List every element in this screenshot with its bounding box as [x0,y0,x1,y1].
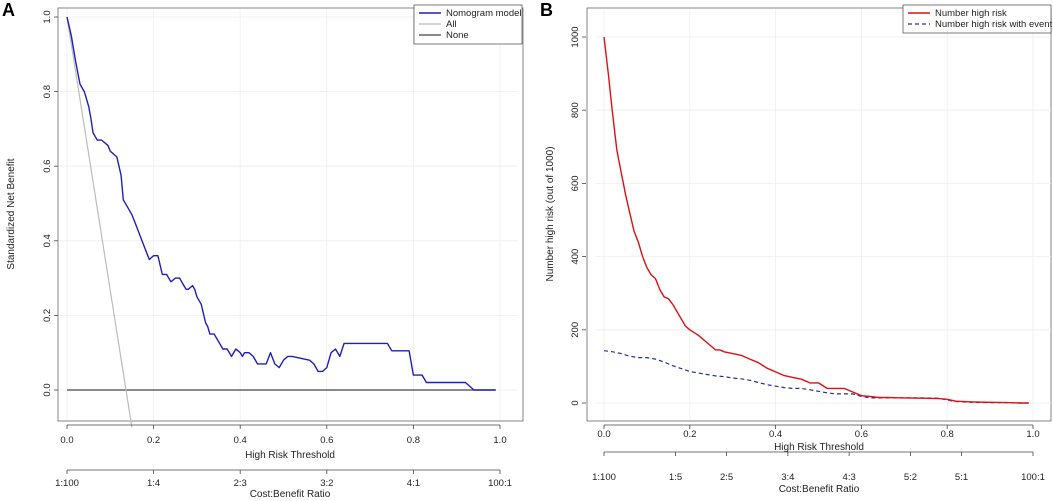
cost-benefit-tick-label: 1:100 [592,472,616,483]
x-tick-label: 1.0 [493,435,506,446]
legend-label-number-high-risk: Number high risk [935,8,1007,19]
y-tick-label: 1.0 [42,10,53,23]
panel-a-cost-benefit-title: Cost:Benefit Ratio [250,489,331,500]
cost-benefit-tick-label: 5:1 [955,472,968,483]
cost-benefit-tick-label: 1:5 [669,472,682,483]
legend-label-number-high-risk-with-event: Number high risk with event [935,19,1053,30]
panel-b-grid [596,9,1051,420]
series-line-all [66,16,133,428]
x-tick-label: 0.2 [683,429,696,440]
cost-benefit-tick-label: 100:1 [1021,472,1045,483]
x-tick-label: 0.4 [234,435,247,446]
y-tick-label: 0.0 [42,383,53,396]
cost-benefit-tick-label: 1:4 [147,478,160,489]
panel-a-cost-benefit-axis: 1:100 1:4 2:3 3:2 4:1 100:1 [55,469,512,489]
cost-benefit-tick-label: 2:3 [234,478,247,489]
y-tick-label: 0.6 [42,160,53,173]
y-tick-label: 0.4 [42,234,53,247]
panel-a: A 0.00.20.40.60.81.0 0.0 0.2 0.4 0.6 0.8 1.0 … [2,0,524,500]
x-tick-label: 1.0 [1026,429,1039,440]
y-tick-label: 200 [570,322,581,338]
legend-label-nomogram: Nomogram model [446,8,522,19]
cost-benefit-tick-label: 4:3 [843,472,856,483]
panel-a-letter: A [2,0,15,20]
x-tick-label: 0.2 [147,435,160,446]
cost-benefit-tick-label: 4:1 [407,478,420,489]
panel-b-cost-benefit-title: Cost:Benefit Ratio [779,484,860,495]
y-tick-label: 1000 [570,26,581,47]
cost-benefit-tick-label: 2:5 [720,472,733,483]
panel-b-lines [603,36,1029,404]
panel-a-legend: Nomogram model All None [413,4,523,45]
panel-a-y-axis-title: Standardized Net Benefit [6,158,17,269]
series-line-nomogram-model [66,16,496,391]
x-tick-label: 0.0 [60,435,73,446]
legend-label-all: All [446,19,457,30]
panel-a-grid [59,9,518,420]
x-tick-label: 0.8 [941,429,954,440]
cost-benefit-tick-label: 3:2 [320,478,333,489]
panel-a-x-axis: 0.0 0.2 0.4 0.6 0.8 1.0 [60,424,507,446]
panel-b-y-axis-title: Number high risk (out of 1000) [545,146,556,281]
cost-benefit-tick-label: 1:100 [55,478,79,489]
y-tick-label: 600 [570,175,581,191]
y-tick-label: 0.2 [42,309,53,322]
series-line-number-high-risk-with-event [603,350,1029,404]
x-tick-label: 0.4 [769,429,782,440]
x-tick-label: 0.0 [597,429,610,440]
y-tick-label: 400 [570,249,581,265]
x-tick-label: 0.8 [407,435,420,446]
series-line-number-high-risk [603,36,1029,404]
y-tick-label: 800 [570,102,581,118]
panel-b-x-axis-title: High Risk Threshold [774,442,864,453]
panel-b-frame [586,7,1052,422]
panel-a-y-axis: 0.0 0.2 0.4 0.6 0.8 1.0 [42,10,58,397]
x-tick-label: 0.6 [320,435,333,446]
cost-benefit-tick-label: 5:2 [904,472,917,483]
panel-b-legend: Number high risk Number high risk with e… [902,4,1053,34]
x-tick-label: 0.6 [855,429,868,440]
panel-b-letter: B [540,0,553,20]
cost-benefit-tick-label: 100:1 [488,478,512,489]
legend-label-none: None [446,30,469,41]
panel-a-x-axis-title: High Risk Threshold [245,450,335,461]
panel-b-y-axis: 0 200 400 600 800 1000 [570,26,586,406]
y-tick-label: 0.8 [42,85,53,98]
panel-b-x-axis: 0.0 0.2 0.4 0.6 0.8 1.0 [597,424,1040,440]
panel-b: B 0 200 400 600 800 1000 0.0 0.2 0.4 0.6 0.8 1.0 1… [540,0,1053,495]
panel-a-frame [57,7,524,422]
panel-a-lines [66,16,496,428]
cost-benefit-tick-label: 3:4 [781,472,794,483]
panel-b-legend-box [902,4,1052,34]
y-tick-label: 0 [570,400,581,405]
panel-b-cost-benefit-axis: 1:100 1:5 2:5 3:4 4:3 5:2 5:1 100:1 [592,451,1045,483]
